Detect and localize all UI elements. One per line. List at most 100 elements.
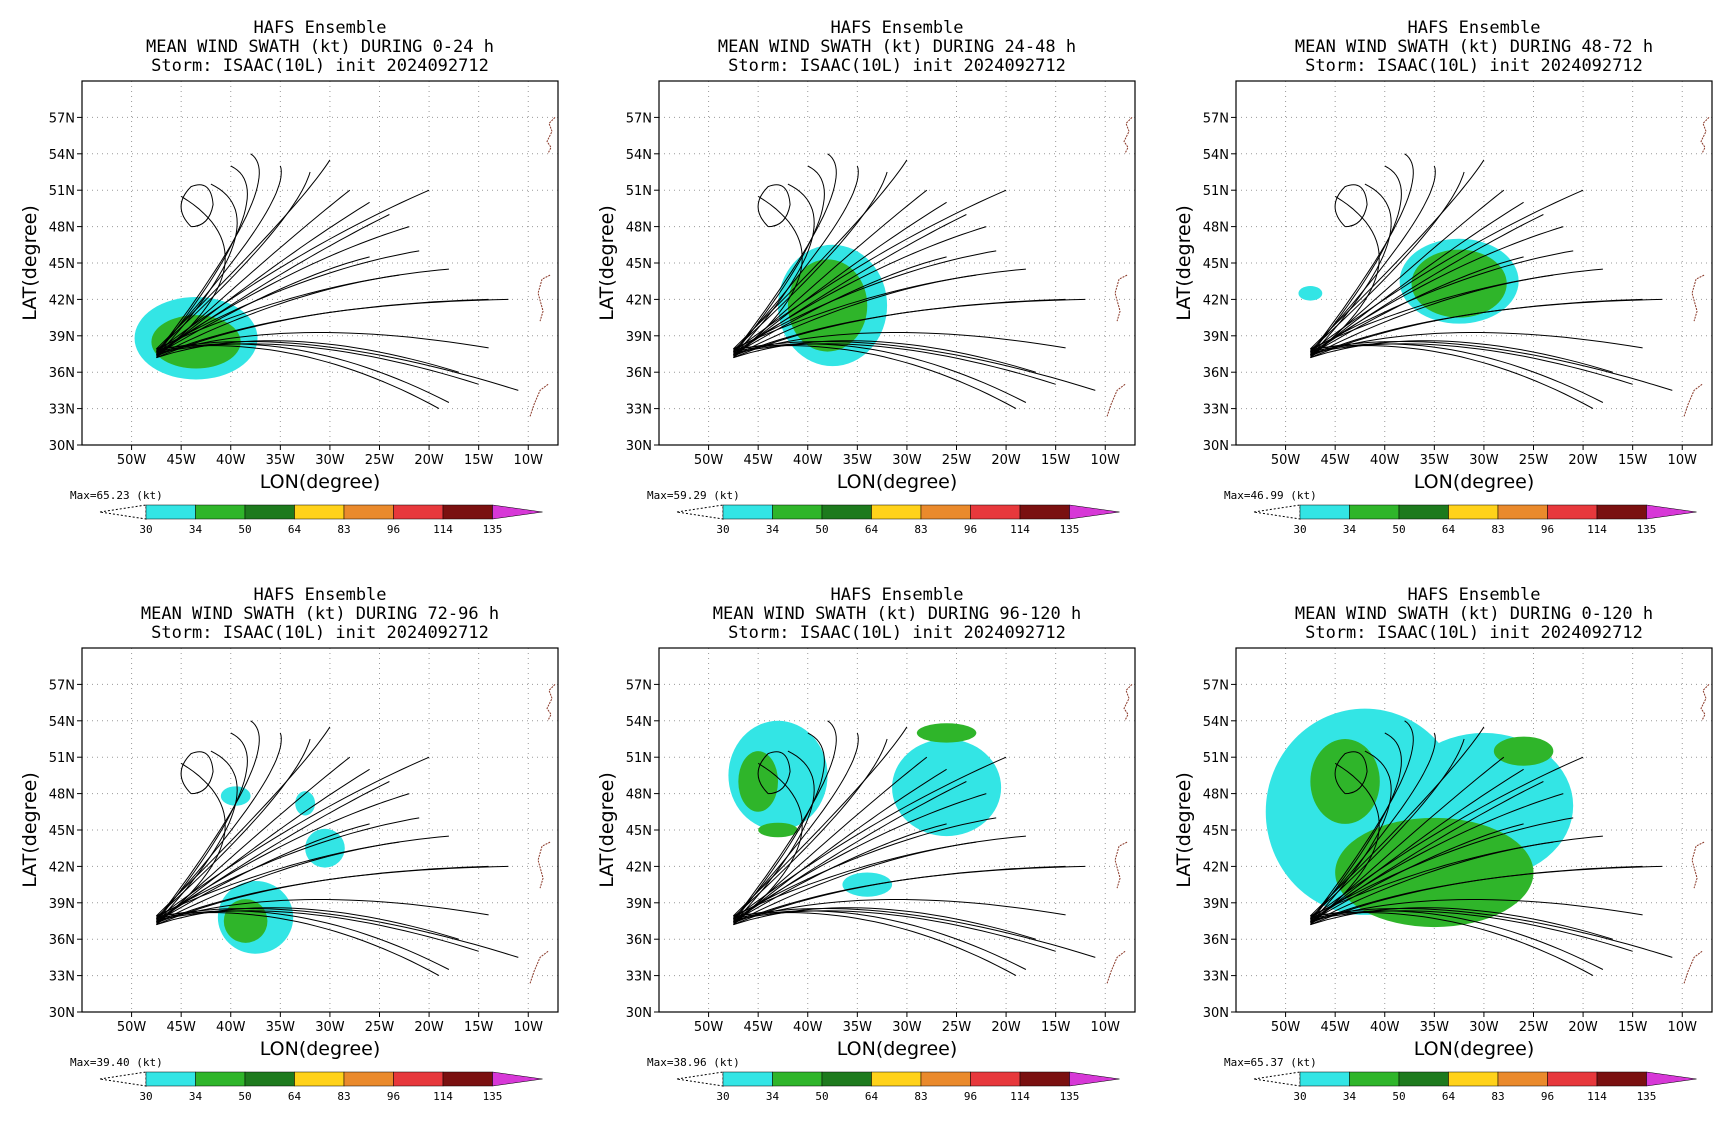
- colorbar-level-label: 114: [1587, 523, 1607, 536]
- colorbar-segment: [195, 504, 246, 520]
- plot-frame: [658, 80, 1136, 446]
- x-tick-label: 25W: [942, 453, 972, 468]
- colorbar-segment: [195, 1071, 246, 1087]
- x-tick-label: 40W: [216, 1020, 246, 1035]
- storm-track: [733, 865, 1086, 924]
- storm-track: [733, 298, 1086, 357]
- y-tick-label: 30N: [626, 1006, 652, 1021]
- storm-track: [156, 907, 519, 958]
- storm-track: [733, 823, 947, 923]
- storm-track: [1310, 910, 1604, 970]
- storm-track: [156, 911, 440, 977]
- colorbar-segment: [294, 504, 345, 520]
- chart-subtitle: MEAN WIND SWATH (kt) DURING 72-96 h: [141, 604, 499, 624]
- storm-track: [733, 201, 947, 357]
- y-tick-label: 42N: [626, 860, 652, 875]
- storm-track: [156, 201, 370, 357]
- x-tick-label: 50W: [694, 453, 724, 468]
- x-axis-label: LON(degree): [260, 1038, 381, 1060]
- storm-track: [156, 726, 331, 917]
- swath-34kt: [758, 822, 798, 838]
- storm-track: [156, 171, 311, 351]
- max-label: Max=46.99 (kt): [1224, 489, 1317, 502]
- y-tick-label: 33N: [49, 403, 75, 418]
- colorbar-level-label: 114: [1587, 1090, 1607, 1103]
- colorbar-segment: [1596, 1071, 1647, 1087]
- chart-title: HAFS Ensemble: [253, 18, 386, 38]
- storm-track: [1310, 256, 1524, 356]
- colorbar-segment: [1497, 504, 1548, 520]
- storm-track: [1310, 165, 1436, 353]
- coastline: [529, 117, 556, 417]
- colorbar-segment: [1547, 504, 1598, 520]
- colorbar-segment: [1299, 1071, 1350, 1087]
- y-tick-label: 51N: [626, 184, 652, 199]
- storm-track: [733, 189, 1007, 353]
- storm-track: [1310, 841, 1554, 924]
- y-tick-label: 39N: [1203, 897, 1229, 912]
- colorbar-level-label: 135: [1060, 1090, 1080, 1103]
- x-tick-label: 50W: [1271, 1020, 1301, 1035]
- storm-track: [156, 768, 370, 924]
- colorbar-level-label: 30: [1293, 523, 1306, 536]
- x-tick-label: 25W: [1519, 453, 1549, 468]
- storm-track: [733, 340, 1096, 391]
- colorbar-high-arrow: [1646, 504, 1697, 520]
- colorbar-segment: [722, 1071, 773, 1087]
- colorbar-level-label: 50: [238, 1090, 251, 1103]
- colorbar-segment: [1398, 504, 1449, 520]
- storm-track: [156, 756, 351, 925]
- storm-track: [1310, 159, 1485, 350]
- storm-track: [733, 226, 987, 354]
- y-tick-label: 48N: [1203, 788, 1229, 803]
- storm-track: [1310, 344, 1594, 410]
- colorbar-level-label: 34: [189, 523, 203, 536]
- storm-track-loop: [1334, 751, 1368, 795]
- y-tick-label: 30N: [49, 1006, 75, 1021]
- y-tick-label: 45N: [49, 824, 75, 839]
- x-tick-label: 30W: [1469, 453, 1499, 468]
- storm-track: [155, 153, 260, 354]
- x-tick-label: 20W: [991, 453, 1021, 468]
- x-tick-label: 30W: [315, 453, 345, 468]
- storm-track: [733, 256, 947, 356]
- storm-track: [1310, 732, 1436, 920]
- storm-track: [1310, 343, 1604, 403]
- storm-track: [1310, 274, 1554, 357]
- x-tick-label: 15W: [464, 1020, 494, 1035]
- storm-track: [1310, 726, 1485, 917]
- storm-track-loop: [180, 751, 214, 795]
- storm-track: [733, 793, 987, 921]
- storm-track: [733, 159, 908, 350]
- storm-track: [156, 817, 420, 918]
- x-tick-label: 30W: [315, 1020, 345, 1035]
- storm-track: [1310, 189, 1505, 358]
- swath-30kt: [892, 739, 1002, 837]
- colorbar-segment: [970, 504, 1021, 520]
- x-tick-label: 50W: [1271, 453, 1301, 468]
- colorbar-level-label: 30: [1293, 1090, 1306, 1103]
- storm-track: [733, 768, 947, 924]
- storm-track: [156, 910, 450, 970]
- chart-storm-line: Storm: ISAAC(10L) init 2024092712: [728, 623, 1066, 643]
- storm-track: [156, 250, 420, 351]
- y-axis-label: LAT(degree): [19, 772, 41, 888]
- y-tick-label: 42N: [1203, 860, 1229, 875]
- y-tick-label: 36N: [1203, 366, 1229, 381]
- x-tick-label: 35W: [266, 453, 296, 468]
- storm-track: [156, 274, 400, 357]
- storm-track: [156, 793, 410, 921]
- y-tick-label: 45N: [1203, 824, 1229, 839]
- chart-title: HAFS Ensemble: [830, 585, 963, 605]
- storm-track: [733, 907, 1036, 940]
- colorbar-level-label: 83: [914, 523, 927, 536]
- y-tick-label: 36N: [49, 366, 75, 381]
- x-axis-label: LON(degree): [837, 1038, 958, 1060]
- chart-subtitle: MEAN WIND SWATH (kt) DURING 0-24 h: [146, 37, 494, 57]
- storm-track: [1310, 171, 1465, 351]
- x-tick-label: 50W: [117, 453, 147, 468]
- colorbar-segment: [1497, 1071, 1548, 1087]
- x-axis-label: LON(degree): [837, 471, 958, 493]
